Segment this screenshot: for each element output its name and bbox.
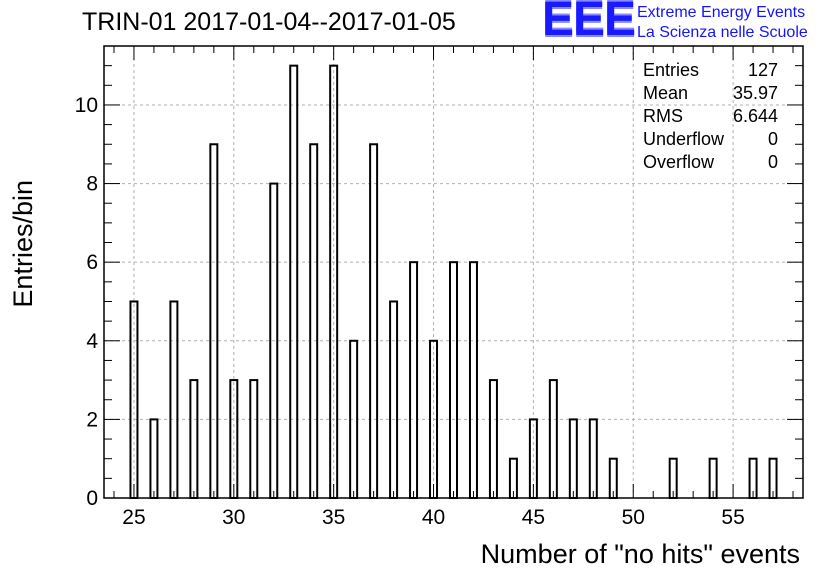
stat-value: 35.97 (733, 83, 778, 103)
histogram-bar (449, 261, 458, 499)
y-tick-label: 8 (86, 173, 98, 196)
stat-value: 0 (768, 152, 778, 172)
x-tick-label: 45 (522, 506, 545, 529)
histogram-bar (369, 143, 379, 499)
histogram-bar (169, 300, 179, 500)
histogram-bar (468, 261, 478, 499)
histogram-bar (189, 379, 199, 499)
histogram-bar (568, 418, 578, 499)
y-tick-label: 10 (75, 94, 98, 117)
stat-label: Underflow (643, 129, 725, 149)
histogram-bar (149, 418, 159, 499)
y-axis-label: Entries/bin (8, 180, 38, 308)
histogram-bar (289, 64, 299, 500)
stat-label: RMS (643, 106, 683, 126)
stat-value: 6.644 (733, 106, 778, 126)
stat-label: Mean (643, 83, 688, 103)
x-tick-label: 40 (422, 506, 445, 529)
chart-title: TRIN-01 2017-01-04--2017-01-05 (82, 8, 456, 36)
x-tick-label: 35 (322, 506, 345, 529)
x-axis-label: Number of "no hits" events (481, 539, 800, 569)
histogram-bar (389, 300, 399, 500)
logo-text-line1: Extreme Energy Events (637, 4, 806, 21)
x-tick-label: 50 (622, 506, 645, 529)
y-tick-label: 4 (86, 330, 98, 353)
stats-box: Entries 127 Mean 35.97 RMS 6.644 Underflow 0 Ove… (643, 60, 778, 172)
stat-value: 0 (768, 129, 778, 149)
x-tick-label: 30 (222, 506, 245, 529)
x-tick-label: 55 (721, 506, 744, 529)
histogram-bar (588, 418, 598, 499)
y-tick-label: 0 (86, 487, 98, 510)
stat-value: 127 (748, 60, 778, 80)
histogram-bar (309, 143, 319, 499)
tick-labels: 25 30 35 40 45 50 55 0 2 4 6 8 10 (75, 94, 745, 529)
x-tick-label: 25 (122, 506, 145, 529)
logo-text-line2: La Scienza nelle Scuole (637, 24, 808, 41)
histogram-bar (409, 261, 419, 499)
histogram-bar (488, 379, 498, 499)
y-tick-label: 2 (86, 408, 98, 431)
histogram-bar (249, 379, 259, 499)
axis-ticks (104, 45, 803, 499)
stat-label: Entries (643, 60, 699, 80)
histogram-bar (209, 143, 219, 499)
plot-frame (103, 45, 804, 499)
stat-label: Overflow (643, 152, 715, 172)
histogram-bar (548, 379, 558, 499)
grid-lines (104, 46, 803, 498)
y-tick-label: 6 (86, 251, 98, 274)
eee-logo-mark: EEE (542, 0, 636, 46)
